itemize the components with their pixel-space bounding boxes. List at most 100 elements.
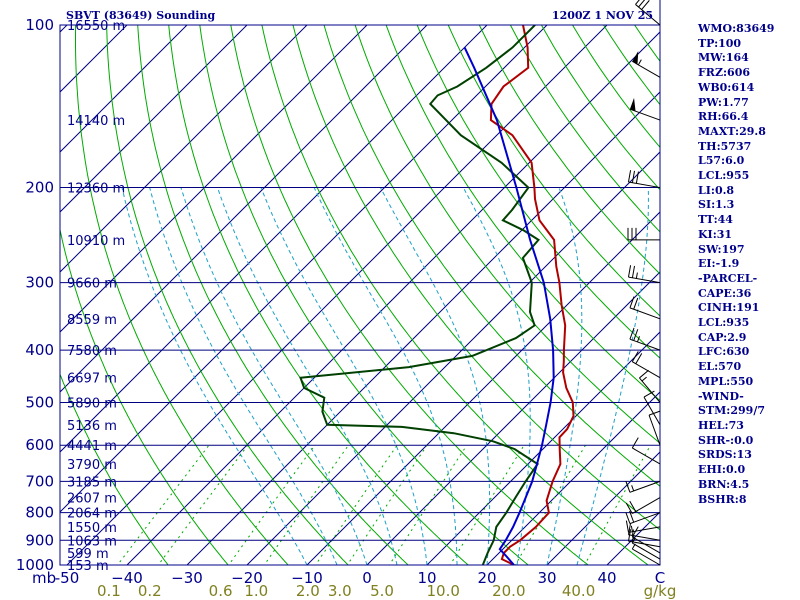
- index-value: -PARCEL-: [698, 271, 758, 285]
- dry-adiabat: [447, 25, 660, 317]
- temperature-curve: [489, 25, 575, 565]
- mixing-ratio-label: 20.0: [492, 582, 525, 600]
- height-label: 599 m: [67, 547, 109, 562]
- height-label: 5136 m: [67, 419, 117, 434]
- height-label: 16550 m: [67, 19, 125, 34]
- moist-adiabat: [121, 187, 308, 565]
- pressure-tick-label: 800: [25, 504, 54, 522]
- height-label: 1063 m: [67, 534, 117, 549]
- dry-adiabat: [199, 25, 529, 565]
- barb-flag: [635, 171, 639, 184]
- index-value: L57:6.0: [698, 154, 745, 168]
- barb-flag: [625, 520, 629, 533]
- height-label: 2607 m: [67, 492, 117, 507]
- height-label: 1550 m: [67, 521, 117, 536]
- mixing-ratio-label: 40.0: [562, 582, 595, 600]
- plot-border: [59, 24, 661, 566]
- mixing-ratio-line: [157, 444, 249, 565]
- temperature-tick-label: −30: [171, 569, 203, 587]
- height-label: 2064 m: [67, 507, 117, 522]
- barb-flag: [631, 170, 636, 183]
- dry-adiabat: [261, 25, 649, 565]
- parcel-curve: [463, 46, 555, 565]
- mixing-ratio-label: 0.1: [97, 582, 121, 600]
- barb-staff: [629, 480, 661, 493]
- barb-flag: [639, 369, 649, 379]
- wind-barb: [625, 497, 661, 514]
- index-value: MAXT:29.8: [698, 124, 766, 138]
- wind-barb: [625, 510, 661, 525]
- barb-flag: [638, 0, 646, 8]
- wind-barb: [639, 369, 661, 403]
- isotherm: [60, 25, 428, 393]
- index-value: SW:197: [698, 242, 745, 256]
- temperature-tick-label: 30: [537, 569, 556, 587]
- index-value: RH:66.4: [698, 110, 749, 124]
- wind-barb: [631, 543, 661, 566]
- mixing-ratio-label: 5.0: [370, 582, 394, 600]
- mixing-ratio-line: [514, 444, 586, 565]
- height-label: 12360 m: [67, 182, 125, 197]
- temperature-tick-label: 40: [597, 569, 616, 587]
- barb-flag: [635, 353, 643, 364]
- barb-pennant: [632, 50, 639, 65]
- barb-flag: [635, 0, 640, 5]
- isotherm: [366, 271, 660, 565]
- temperature-tick-label: 0: [362, 569, 372, 587]
- height-label: 14140 m: [67, 114, 125, 129]
- mixing-ratio-line: [449, 444, 525, 565]
- wind-barb: [648, 410, 661, 446]
- dry-adiabat: [106, 25, 349, 565]
- barb-flag: [627, 170, 632, 183]
- barb-staff: [632, 548, 661, 566]
- wind-barb: [627, 227, 660, 241]
- barb-staff: [629, 338, 661, 351]
- barb-flag: [625, 502, 633, 514]
- barb-staff: [628, 181, 661, 189]
- barb-flag: [641, 376, 647, 382]
- temperature-tick-label: -50: [55, 569, 80, 587]
- barb-flag: [631, 265, 636, 278]
- isotherm: [60, 25, 308, 273]
- wind-barb: [629, 296, 661, 320]
- barb-flag: [629, 327, 635, 340]
- barb-staff: [628, 534, 661, 541]
- index-value: WB0:614: [698, 80, 755, 94]
- barb-staff: [629, 512, 661, 525]
- mixing-ratio-line: [584, 444, 651, 565]
- index-value: HEL:73: [698, 418, 744, 432]
- barb-flag: [648, 410, 661, 416]
- dry-adiabat: [478, 25, 660, 275]
- wind-barb: [631, 437, 661, 465]
- wind-barb: [627, 265, 661, 284]
- corner-label: C: [655, 569, 665, 587]
- wind-barb: [625, 520, 661, 533]
- pressure-tick-label: 500: [25, 393, 54, 411]
- mixing-ratio-units: g/kg: [644, 582, 677, 600]
- indices-panel: WMO:83649 TP:100 MW:164 FRZ:606 WB0:614 PW:1.…: [698, 22, 798, 507]
- index-value: LFC:630: [698, 345, 750, 359]
- temperature-tick-label: 10: [417, 569, 436, 587]
- isotherm: [306, 211, 660, 565]
- barb-flag: [633, 297, 639, 310]
- dry-adiabat: [75, 25, 289, 565]
- height-label: 7580 m: [67, 344, 117, 359]
- index-value: BRN:4.5: [698, 477, 750, 491]
- isotherm: [126, 31, 660, 565]
- barb-staff: [632, 542, 661, 560]
- wind-barb: [635, 0, 661, 26]
- sounding-curves: [299, 25, 575, 565]
- index-value: MPL:550: [698, 374, 754, 388]
- units-label: mb: [32, 569, 56, 587]
- dry-adiabat: [137, 25, 409, 565]
- index-value: BSHR:8: [698, 492, 747, 506]
- wind-barb: [632, 50, 661, 78]
- mixing-ratio-label: 10.0: [426, 582, 459, 600]
- pressure-tick-label: 100: [25, 16, 54, 34]
- dry-adiabat: [230, 25, 589, 565]
- isotherm: [60, 25, 188, 153]
- index-value: KI:31: [698, 227, 733, 241]
- index-value: -WIND-: [698, 389, 744, 403]
